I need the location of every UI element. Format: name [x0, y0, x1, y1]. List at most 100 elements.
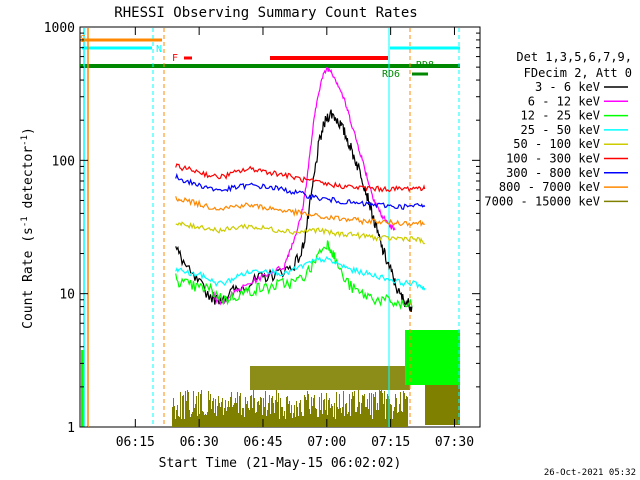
olive-fill-bar [278, 393, 279, 427]
olive-fill-bar [372, 419, 373, 427]
olive-fill-bar [356, 412, 357, 427]
olive-fill-bar [403, 391, 404, 427]
olive-fill-bar [243, 408, 244, 427]
legend-label: 7000 - 15000 keV [484, 194, 600, 208]
olive-fill-bar [244, 417, 245, 427]
olive-fill-bar [369, 393, 370, 427]
olive-fill-bar [285, 419, 286, 427]
olive-fill-bar [374, 397, 375, 427]
marker-label: RD8 [416, 60, 434, 71]
olive-fill-bar [270, 414, 271, 427]
olive-fill-bar [342, 407, 343, 427]
series-line-2 [175, 240, 413, 311]
timestamp: 26-Oct-2021 05:32 [544, 468, 636, 478]
olive-fill-bar [222, 398, 223, 427]
x-tick-label: 07:15 [371, 435, 410, 450]
legend-label: 50 - 100 keV [513, 137, 600, 151]
y-axis-label-part-4: -1 [20, 135, 30, 146]
x-axis-label: Start Time (21-May-15 06:02:02) [159, 456, 402, 471]
olive-fill-bar [229, 407, 230, 427]
olive-fill-bar [224, 408, 225, 427]
olive-fill-bar [384, 391, 385, 427]
marker-label: F [172, 53, 178, 64]
olive-fill-bar [200, 394, 201, 427]
olive-fill-bar [193, 391, 194, 427]
olive-fill-bar [344, 416, 345, 427]
olive-fill-bar [250, 396, 251, 427]
olive-fill-bar [271, 398, 272, 427]
olive-fill-bar [236, 403, 237, 427]
olive-fill-bar [194, 408, 195, 427]
olive-fill-bar [282, 407, 283, 427]
olive-fill-bar [238, 413, 239, 427]
olive-fill-bar [308, 394, 309, 427]
olive-fill-bar [269, 395, 270, 427]
olive-fill-bar [249, 410, 250, 427]
series-line-7 [175, 196, 425, 227]
olive-fill-bar [185, 391, 186, 427]
olive-fill-bar [294, 405, 295, 427]
olive-fill-bar [303, 416, 304, 427]
olive-fill-bar [402, 412, 403, 427]
olive-fill-bar [314, 395, 315, 427]
series-line-6 [175, 172, 426, 210]
legend-header-line-2: FDecim 2, Att 0 [524, 66, 632, 80]
olive-fill-bar [283, 416, 284, 427]
olive-fill-bar [177, 405, 178, 427]
olive-fill-bar [325, 410, 326, 427]
olive-fill-bar [256, 412, 257, 427]
legend-label: 800 - 7000 keV [499, 180, 600, 194]
olive-fill-bar [264, 407, 265, 427]
olive-fill-bar [225, 400, 226, 427]
olive-fill-bar [366, 407, 367, 427]
olive-fill-bar [302, 416, 303, 427]
olive-fill-bar [367, 399, 368, 427]
olive-fill-bar [368, 409, 369, 427]
olive-fill-bar [337, 407, 338, 427]
olive-fill-bar [201, 390, 202, 427]
olive-fill-bar [178, 416, 179, 427]
olive-fill-bar [263, 398, 264, 427]
legend-label: 3 - 6 keV [535, 80, 600, 94]
series-line-3 [175, 255, 426, 291]
olive-fill-bar [196, 396, 197, 427]
y-axis-label-part-1: Count Rate (s [21, 227, 36, 329]
olive-fill-bar [235, 398, 236, 427]
olive-fill-bar [301, 412, 302, 427]
olive-fill-bar [257, 402, 258, 427]
y-axis-ticks: 1 10 100 1000 [44, 21, 480, 436]
olive-fill-bar [391, 405, 392, 427]
olive-fill-bar [382, 393, 383, 427]
olive-fill-bar [394, 407, 395, 427]
olive-fill-bar [299, 403, 300, 427]
olive-fill-bar [286, 397, 287, 427]
olive-fill-bar [254, 398, 255, 427]
olive-fill-bar [398, 412, 399, 427]
olive-fill-bar [287, 396, 288, 427]
series-line-1 [211, 67, 396, 306]
olive-fill-bar [397, 413, 398, 427]
olive-fill-bar [247, 401, 248, 427]
olive-fill-bar [350, 416, 351, 427]
olive-fill-bar [216, 416, 217, 427]
olive-fill-bar [276, 390, 277, 427]
olive-fill-bar [233, 405, 234, 427]
y-tick-label: 1000 [44, 21, 75, 36]
olive-fill-bar [292, 418, 293, 427]
olive-fill-bar [370, 415, 371, 427]
olive-fill-bar [405, 399, 406, 427]
olive-fill-bar [378, 410, 379, 427]
olive-fill-bar [273, 403, 274, 427]
olive-fill-bar [307, 391, 308, 427]
olive-fill-bar [172, 407, 173, 427]
olive-fill-bar [241, 415, 242, 427]
olive-fill-bar [333, 417, 334, 427]
marker-label: N [156, 44, 162, 55]
olive-fill-bar [207, 412, 208, 427]
olive-fill-bar [189, 410, 190, 427]
legend-label: 25 - 50 keV [521, 123, 600, 137]
olive-fill-bar [261, 398, 262, 427]
olive-fill-bar [227, 407, 228, 427]
olive-fill-bar [288, 404, 289, 427]
